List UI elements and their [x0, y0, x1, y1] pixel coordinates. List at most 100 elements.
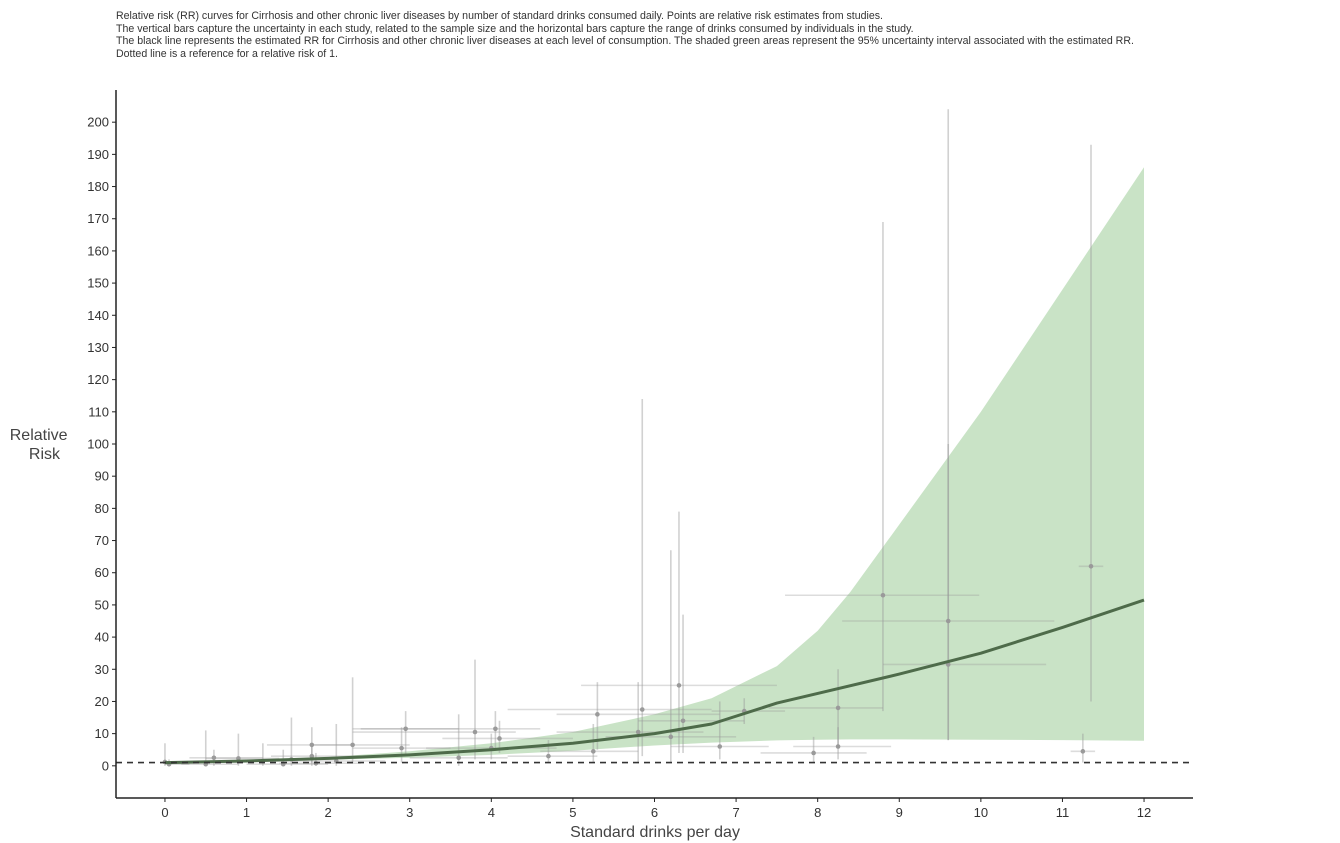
x-tick: 8: [814, 798, 821, 820]
y-tick: 40: [95, 630, 116, 645]
y-axis-title: Relative Risk: [10, 427, 72, 463]
study-estimate: [409, 714, 508, 766]
x-tick: 0: [161, 798, 169, 820]
y-tick-label: 200: [87, 115, 109, 130]
study-point: [456, 755, 461, 761]
study-point: [1088, 563, 1094, 569]
x-axis-title: Standard drinks per day: [570, 824, 740, 841]
study-point: [945, 618, 951, 624]
y-tick: 130: [87, 340, 116, 355]
y-tick: 160: [87, 243, 116, 258]
study-estimate: [360, 711, 459, 757]
y-tick: 200: [87, 115, 116, 130]
study-point: [472, 729, 478, 735]
y-axis-title-line: Relative: [10, 427, 68, 444]
y-tick: 110: [88, 404, 116, 419]
x-tick-label: 2: [325, 805, 332, 820]
x-tick-label: 6: [651, 805, 658, 820]
study-point: [595, 712, 600, 717]
y-tick: 30: [95, 662, 116, 677]
y-tick-label: 110: [88, 404, 109, 419]
caption-line: Relative risk (RR) curves for Cirrhosis …: [116, 10, 883, 22]
x-tick: 1: [243, 798, 250, 820]
study-estimate: [768, 669, 883, 747]
study-estimate: [1070, 733, 1096, 763]
study-estimate: [785, 221, 980, 712]
study-point: [680, 718, 686, 724]
x-tick: 4: [488, 798, 495, 820]
study-point: [835, 705, 841, 711]
y-tick: 180: [87, 179, 116, 194]
y-tick-label: 60: [95, 565, 109, 580]
y-tick: 190: [87, 147, 116, 162]
y-tick-label: 70: [95, 533, 109, 548]
study-point: [835, 744, 841, 749]
study-estimate: [760, 736, 867, 763]
study-point: [668, 734, 674, 740]
study-point: [236, 756, 241, 761]
study-point: [676, 683, 682, 688]
y-tick-label: 40: [95, 630, 109, 645]
y-tick-label: 80: [95, 501, 109, 516]
study-estimate: [670, 701, 769, 760]
x-tick-label: 12: [1137, 805, 1151, 820]
x-tick: 5: [569, 798, 577, 820]
x-tick-label: 4: [488, 805, 495, 820]
study-estimates-layer: [162, 109, 1104, 767]
study-estimate: [1078, 144, 1104, 702]
caption-line: The vertical bars capture the uncertaint…: [116, 22, 914, 35]
study-point: [639, 707, 645, 712]
x-tick-label: 11: [1056, 805, 1070, 820]
y-tick-label: 160: [87, 243, 109, 258]
study-point: [493, 726, 498, 732]
y-tick-label: 10: [95, 726, 109, 741]
y-tick-label: 100: [87, 437, 109, 452]
y-tick: 20: [95, 694, 116, 709]
study-estimate: [581, 511, 777, 753]
y-tick-label: 90: [95, 469, 109, 484]
y-tick: 100: [87, 437, 116, 452]
x-tick-label: 3: [406, 805, 413, 820]
study-estimate: [556, 682, 704, 763]
study-estimate: [882, 444, 1047, 741]
x-tick: 12: [1137, 798, 1151, 820]
chart-caption: Relative risk (RR) curves for Cirrhosis …: [116, 10, 1331, 60]
study-estimate: [556, 682, 720, 750]
y-tick-label: 130: [87, 340, 109, 355]
x-tick: 2: [325, 798, 332, 820]
y-tick: 120: [87, 372, 116, 387]
risk-curve-layer: [164, 598, 1145, 765]
study-point: [811, 750, 816, 756]
x-tick: 3: [406, 798, 413, 820]
study-point: [497, 736, 502, 741]
uncertainty-band: [165, 167, 1144, 763]
study-estimate: [352, 711, 541, 750]
study-estimate: [793, 727, 892, 760]
study-estimate: [507, 398, 712, 757]
y-tick-label: 180: [87, 179, 109, 194]
y-tick-label: 150: [87, 276, 109, 291]
y-tick: 150: [87, 276, 116, 291]
study-point: [309, 753, 315, 759]
y-tick: 170: [87, 211, 116, 226]
y-tick-label: 140: [87, 308, 109, 323]
y-tick: 140: [87, 308, 116, 323]
y-tick-label: 30: [95, 662, 109, 677]
y-tick-label: 120: [87, 372, 109, 387]
caption-line: Dotted line is a reference for a relativ…: [116, 47, 338, 60]
uncertainty-band-layer: [165, 167, 1144, 763]
study-point: [1080, 749, 1086, 754]
y-tick: 60: [95, 565, 116, 580]
x-tick-label: 5: [569, 805, 576, 820]
study-point: [717, 744, 723, 749]
x-tick-label: 8: [814, 805, 821, 820]
study-estimate: [352, 659, 516, 760]
study-estimate: [540, 723, 639, 763]
study-estimate: [311, 677, 410, 763]
study-point: [591, 749, 596, 754]
x-tick: 7: [732, 798, 740, 820]
y-axis-title-line: Risk: [29, 446, 61, 463]
x-tick: 11: [1056, 798, 1070, 820]
caption-line: The black line represents the estimated …: [116, 35, 1134, 48]
